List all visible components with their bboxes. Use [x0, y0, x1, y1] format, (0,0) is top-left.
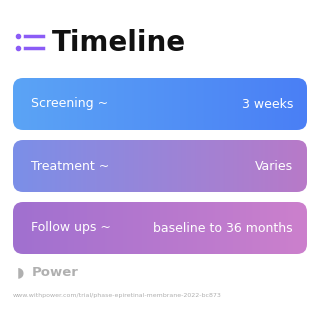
Text: Treatment ~: Treatment ~: [31, 160, 109, 173]
Text: Power: Power: [32, 266, 79, 279]
Text: Follow ups ~: Follow ups ~: [31, 221, 111, 234]
Text: baseline to 36 months: baseline to 36 months: [153, 221, 293, 234]
Text: Varies: Varies: [255, 160, 293, 173]
Text: Timeline: Timeline: [52, 29, 186, 57]
Text: 3 weeks: 3 weeks: [242, 97, 293, 111]
Text: Screening ~: Screening ~: [31, 97, 108, 111]
Text: ◗: ◗: [17, 265, 24, 279]
Text: www.withpower.com/trial/phase-epiretinal-membrane-2022-bc873: www.withpower.com/trial/phase-epiretinal…: [13, 292, 222, 298]
